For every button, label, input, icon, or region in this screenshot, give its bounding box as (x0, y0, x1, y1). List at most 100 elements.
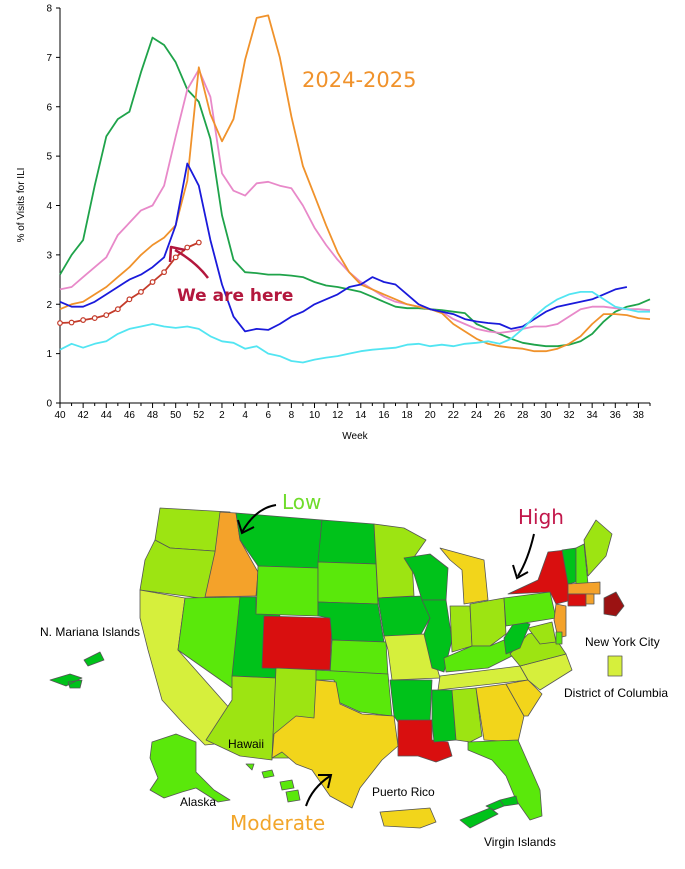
label-dc: District of Columbia (564, 686, 668, 700)
state-maine (583, 519, 613, 577)
data-point (149, 279, 156, 285)
state-south-carolina (505, 679, 543, 717)
x-tick-label: 52 (193, 410, 205, 421)
data-point (68, 319, 75, 326)
y-tick-label: 3 (46, 250, 52, 261)
x-tick-label: 50 (170, 410, 182, 421)
state-north-dakota (317, 519, 377, 565)
series-lines (57, 14, 651, 364)
data-point (184, 244, 191, 251)
arrow-high-icon (512, 533, 535, 580)
territory-virgin-islands (459, 795, 519, 829)
state-alabama (451, 687, 483, 743)
legend-low-label: Low (282, 490, 321, 514)
y-axis-label: % of Visits for ILI (16, 168, 27, 243)
state-south-dakota (317, 561, 379, 605)
state-illinois (421, 599, 453, 673)
series-line-3 (59, 162, 628, 333)
series-line-5 (59, 241, 200, 324)
data-point (80, 317, 87, 323)
x-tick-label: 10 (309, 410, 321, 421)
state-mississippi (431, 689, 457, 743)
x-tick-label: 38 (633, 410, 645, 421)
y-tick-label: 6 (46, 102, 52, 113)
x-tick-label: 32 (563, 410, 575, 421)
x-tick-label: 40 (54, 410, 66, 421)
x-tick-label: 28 (517, 410, 529, 421)
state-indiana (449, 605, 473, 653)
x-axis: 40 42 44 46 48 50 52 2 4 6 8 10 12 14 16 18 20 22 24 26 28 30… (54, 402, 651, 421)
label-nyc: New York City (585, 635, 660, 649)
state-delaware (555, 631, 563, 645)
data-point (114, 306, 121, 313)
series-line-4 (59, 290, 650, 364)
y-tick-label: 4 (46, 201, 52, 212)
y-tick-label: 1 (46, 349, 52, 360)
territory-nmi (49, 651, 105, 689)
x-tick-label: 8 (289, 410, 295, 421)
x-tick-label: 24 (471, 410, 483, 421)
label-puerto-rico: Puerto Rico (372, 785, 435, 799)
x-tick-label: 44 (101, 410, 113, 421)
legend-high-label: High (518, 505, 564, 529)
state-michigan (439, 547, 489, 605)
x-tick-label: 48 (147, 410, 159, 421)
x-tick-label: 2 (219, 410, 225, 421)
label-virgin-islands: Virgin Islands (484, 835, 556, 849)
y-tick-label: 5 (46, 152, 52, 163)
data-point (138, 289, 144, 295)
season-label: 2024-2025 (302, 68, 416, 92)
territory-dc-inset (607, 655, 623, 677)
data-point (195, 239, 202, 246)
y-axis: 0 1 2 3 4 5 6 7 8 (46, 4, 61, 410)
state-kansas (329, 639, 389, 677)
series-line-0 (59, 36, 651, 348)
x-tick-label: 18 (401, 410, 413, 421)
x-tick-label: 22 (448, 410, 460, 421)
we-are-here-arrow (174, 248, 209, 279)
state-pennsylvania (503, 591, 557, 627)
data-point (57, 320, 63, 326)
label-nmi: N. Mariana Islands (40, 625, 140, 639)
arrow-low-icon (237, 504, 277, 535)
x-tick-label: 26 (494, 410, 506, 421)
label-hawaii: Hawaii (228, 737, 264, 751)
state-iowa (377, 595, 431, 637)
state-massachusetts (567, 581, 601, 595)
y-tick-label: 0 (46, 399, 52, 410)
states (49, 507, 625, 829)
x-tick-label: 20 (425, 410, 437, 421)
y-tick-label: 8 (46, 4, 52, 15)
x-tick-label: 4 (242, 410, 248, 421)
territory-nyc-inset (603, 591, 625, 617)
x-tick-label: 12 (332, 410, 344, 421)
x-tick-label: 34 (587, 410, 599, 421)
state-texas (271, 679, 399, 809)
x-tick-label: 16 (378, 410, 390, 421)
we-are-here-label: We are here (177, 286, 293, 306)
legend-moderate-label: Moderate (230, 811, 325, 835)
x-axis-label: Week (342, 431, 368, 442)
data-point (126, 296, 133, 303)
state-ohio (469, 597, 507, 647)
x-tick-label: 46 (124, 410, 136, 421)
territory-puerto-rico (379, 807, 437, 829)
state-rhode-island (585, 593, 595, 605)
y-tick-label: 7 (46, 53, 52, 64)
territory-hawaii (245, 763, 301, 803)
data-point (103, 312, 110, 319)
series-line-2 (59, 14, 651, 353)
us-activity-map: N. Mariana Islands New York City Distric… (40, 490, 668, 849)
state-georgia (475, 683, 525, 743)
x-tick-label: 14 (355, 410, 367, 421)
x-tick-label: 36 (610, 410, 622, 421)
state-arkansas (389, 679, 433, 723)
arrow-moderate-icon (305, 774, 333, 807)
territory-alaska (149, 733, 231, 803)
y-tick-label: 2 (46, 300, 52, 311)
state-wyoming (255, 565, 319, 617)
state-florida (467, 739, 543, 821)
series-line-1 (59, 68, 651, 334)
state-colorado (261, 615, 333, 671)
